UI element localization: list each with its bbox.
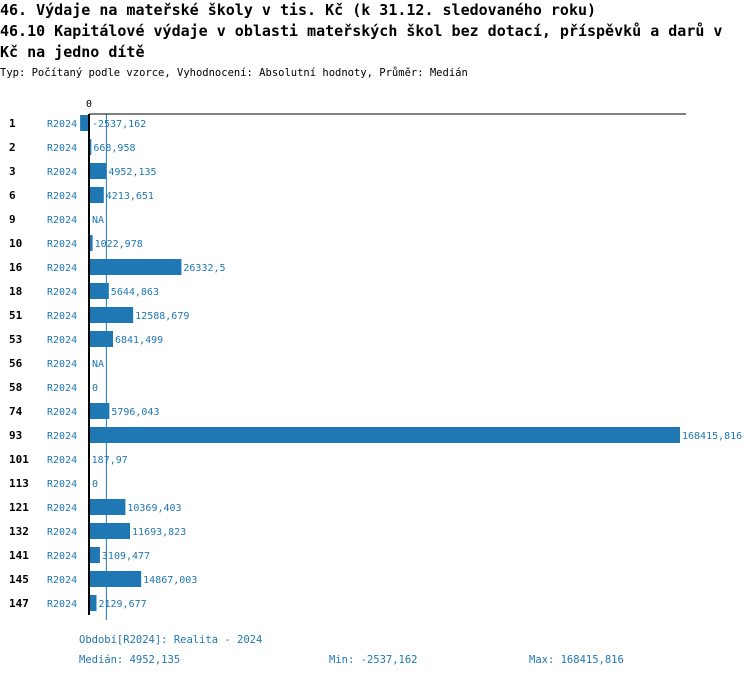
row-id-label: 145 [9, 573, 29, 586]
row-id-label: 1 [9, 117, 16, 130]
row-id-label: 18 [9, 285, 22, 298]
row-period-label: R2024 [47, 503, 77, 514]
row-period-label: R2024 [47, 407, 77, 418]
bar [89, 307, 134, 323]
bar [89, 259, 182, 275]
row-period-label: R2024 [47, 479, 77, 490]
bar [89, 163, 107, 179]
row-id-label: 16 [9, 261, 23, 274]
zero-tick-label: 0 [86, 99, 92, 110]
data-label: 0 [92, 383, 98, 394]
row-period-label: R2024 [47, 311, 77, 322]
data-label: 168415,816 [682, 431, 742, 442]
data-label: 0 [92, 479, 98, 490]
bar [89, 547, 100, 563]
row-id-label: 51 [9, 309, 23, 322]
row-id-label: 58 [9, 381, 22, 394]
row-id-label: 10 [9, 237, 22, 250]
row-id-label: 113 [9, 477, 29, 490]
row-period-label: R2024 [47, 191, 77, 202]
row-id-label: 53 [9, 333, 22, 346]
footer-max: Max: 168415,816 [529, 654, 624, 666]
bar [89, 139, 92, 155]
row-period-label: R2024 [47, 287, 77, 298]
data-label: 5644,863 [111, 287, 159, 298]
bar [89, 595, 97, 611]
data-label: 4213,651 [106, 191, 154, 202]
row-id-label: 3 [9, 165, 16, 178]
chart-title-line-2: 46.10 Kapitálové výdaje v oblasti mateřs… [0, 22, 723, 40]
row-period-label: R2024 [47, 119, 77, 130]
row-id-label: 141 [9, 549, 29, 562]
data-label: 4952,135 [108, 167, 156, 178]
bar [89, 427, 680, 443]
bar [80, 115, 89, 131]
data-label: 11693,823 [132, 527, 186, 538]
data-label: 6841,499 [115, 335, 163, 346]
bar [89, 523, 131, 539]
chart-title-line-1: 46. Výdaje na mateřské školy v tis. Kč (… [0, 1, 597, 19]
row-period-label: R2024 [47, 167, 77, 178]
row-period-label: R2024 [47, 599, 77, 610]
row-period-label: R2024 [47, 263, 77, 274]
row-period-label: R2024 [47, 359, 77, 370]
row-id-label: 121 [9, 501, 29, 514]
bar [89, 235, 93, 251]
row-id-label: 132 [9, 525, 29, 538]
row-id-label: 6 [9, 189, 16, 202]
row-period-label: R2024 [47, 239, 77, 250]
data-label: 14867,003 [143, 575, 197, 586]
data-label: 2129,677 [98, 599, 146, 610]
data-label: 10369,403 [127, 503, 181, 514]
footer-period: Období[R2024]: Realita - 2024 [79, 634, 263, 646]
bar [89, 331, 114, 347]
row-period-label: R2024 [47, 431, 77, 442]
data-label: 12588,679 [135, 311, 189, 322]
footer-median: Medián: 4952,135 [79, 654, 181, 666]
row-id-label: 101 [9, 453, 29, 466]
footer-min: Min: -2537,162 [329, 654, 418, 666]
data-label: 187,97 [92, 455, 128, 466]
row-period-label: R2024 [47, 143, 77, 154]
row-period-label: R2024 [47, 551, 77, 562]
chart-title-line-3: Kč na jedno dítě [0, 43, 145, 61]
row-id-label: 147 [9, 597, 29, 610]
data-label: 668,958 [93, 143, 135, 154]
bar [89, 571, 142, 587]
data-label: NA [92, 215, 104, 226]
row-period-label: R2024 [47, 335, 77, 346]
row-id-label: 93 [9, 429, 22, 442]
bar [89, 187, 104, 203]
row-id-label: 56 [9, 357, 23, 370]
row-id-label: 9 [9, 213, 16, 226]
data-label: NA [92, 359, 104, 370]
bar [89, 499, 126, 515]
data-label: 3109,477 [102, 551, 150, 562]
chart-meta: Typ: Počítaný podle vzorce, Vyhodnocení:… [0, 67, 468, 79]
row-id-label: 74 [9, 405, 23, 418]
data-label: 1022,978 [95, 239, 143, 250]
row-period-label: R2024 [47, 455, 77, 466]
row-period-label: R2024 [47, 383, 77, 394]
row-period-label: R2024 [47, 575, 77, 586]
bar [89, 403, 110, 419]
data-label: 5796,043 [111, 407, 159, 418]
row-period-label: R2024 [47, 527, 77, 538]
data-label: -2537,162 [92, 119, 146, 130]
row-period-label: R2024 [47, 215, 77, 226]
bar [89, 283, 109, 299]
row-id-label: 2 [9, 141, 16, 154]
data-label: 26332,5 [183, 263, 225, 274]
